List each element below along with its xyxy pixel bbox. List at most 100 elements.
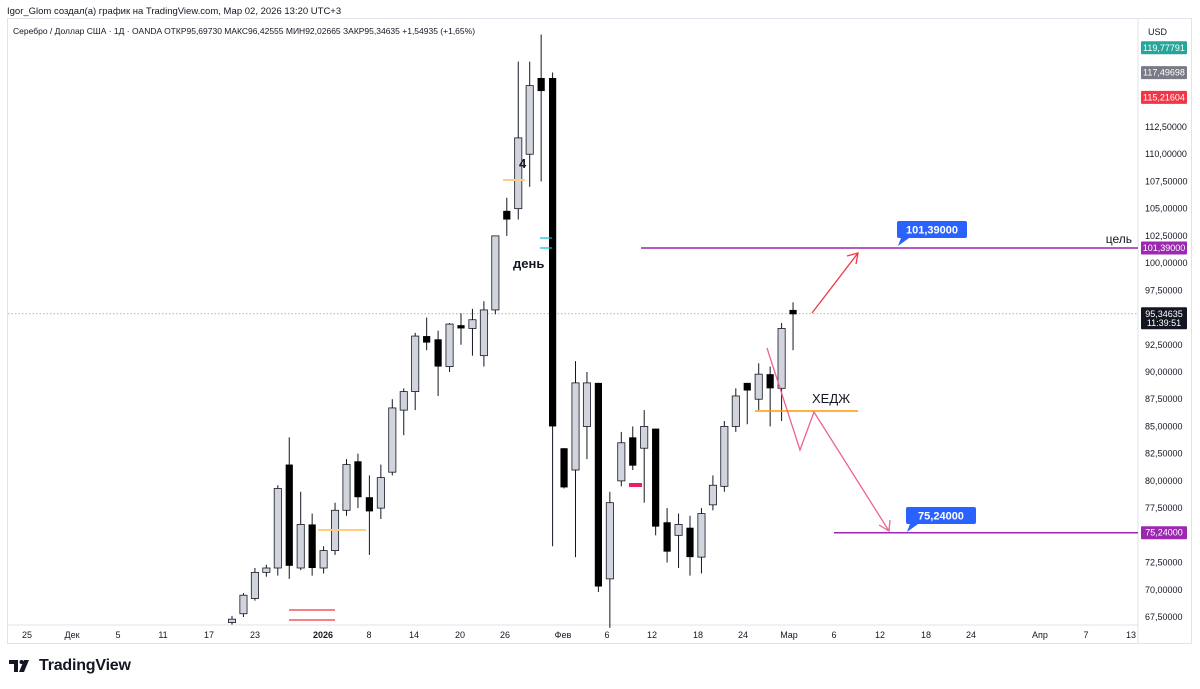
candle: [423, 317, 431, 351]
candle-body: [285, 464, 293, 566]
candle: [582, 372, 591, 460]
price-badge-text: 101,39000: [1143, 243, 1186, 253]
day-word-label: день: [513, 256, 544, 271]
candle-body: [652, 428, 660, 527]
candle-body: [537, 78, 545, 92]
time-tick-label: 17: [204, 630, 214, 640]
candle: [308, 513, 316, 576]
candle-body: [250, 571, 259, 599]
candle-body: [594, 382, 602, 587]
price-tick-label: 67,50000: [1145, 612, 1183, 622]
price-tick-label: 77,50000: [1145, 503, 1183, 513]
price-tick-label: 112,50000: [1145, 122, 1187, 132]
time-tick-label: 20: [455, 630, 465, 640]
candle-body: [457, 325, 465, 329]
candle: [754, 363, 763, 411]
candle-body: [491, 235, 500, 311]
creator-header: Igor_Glom создал(а) график на TradingVie…: [7, 6, 342, 17]
footer-brand: TradingView: [39, 657, 131, 674]
candle: [674, 513, 683, 568]
price-tick-label: 90,00000: [1145, 367, 1183, 377]
time-tick-label: 12: [647, 630, 657, 640]
candle: [617, 431, 626, 487]
candle: [434, 330, 442, 396]
hedge-word-label: ХЕДЖ: [812, 391, 850, 406]
candle-body: [582, 382, 591, 427]
target-callout-lower-box: [906, 507, 976, 524]
tradingview-footer: TradingView: [9, 657, 131, 675]
target-arrow-up: [811, 252, 859, 314]
candle-body: [423, 336, 431, 343]
price-badge: 115,21604: [1141, 90, 1187, 104]
target-arrow-down: [766, 347, 890, 532]
price-tick-label: 92,50000: [1145, 340, 1183, 350]
candle-body: [549, 78, 557, 427]
candle-body: [697, 513, 706, 558]
candle-body: [239, 594, 248, 615]
candle-body: [629, 437, 637, 466]
candle: [354, 453, 362, 509]
candle-body: [411, 335, 420, 393]
price-tick-label: 87,50000: [1145, 394, 1183, 404]
time-tick-label: 5: [115, 630, 120, 640]
candle: [365, 475, 373, 555]
time-tick-label: 18: [693, 630, 703, 640]
candle-body: [663, 522, 671, 552]
price-badge-text: 95,34635: [1145, 309, 1183, 319]
price-badge-box: [1141, 307, 1187, 330]
candle-body: [468, 319, 477, 329]
candle: [743, 382, 751, 425]
candle-body: [754, 373, 763, 400]
price-badge-box: [1141, 241, 1187, 255]
candle-body: [514, 137, 523, 210]
candle-body: [743, 382, 751, 391]
candle: [731, 388, 740, 432]
candle-body: [731, 395, 740, 427]
candle: [708, 475, 717, 511]
candle-body: [354, 461, 362, 498]
price-badge: 75,24000: [1141, 526, 1187, 540]
price-badge-box: [1141, 66, 1187, 80]
candle-body: [273, 488, 282, 569]
time-tick-label: 2026: [313, 630, 333, 640]
time-tick-label: 6: [831, 630, 836, 640]
time-tick-label: 25: [22, 630, 32, 640]
price-badge-text: 115,21604: [1143, 92, 1185, 102]
time-tick-label: 8: [366, 630, 371, 640]
candle: [560, 448, 568, 489]
candle: [525, 61, 534, 187]
target-callout-upper-pointer: [898, 238, 909, 246]
price-tick-label: 70,00000: [1145, 585, 1183, 595]
candle: [285, 437, 293, 579]
price-badge-box: [1141, 526, 1187, 540]
candle: [468, 308, 477, 356]
candle-body: [262, 567, 271, 573]
candle: [479, 301, 488, 367]
candle: [629, 426, 637, 470]
price-tick-label: 72,50000: [1145, 558, 1183, 568]
candle: [720, 421, 729, 492]
candle-body: [376, 477, 385, 509]
tradingview-logo-icon: [9, 660, 29, 672]
candle-body: [605, 502, 614, 580]
candle: [686, 515, 694, 576]
candle: [594, 382, 602, 592]
candle: [514, 61, 523, 220]
price-badge-box: [1141, 90, 1187, 104]
candle: [537, 34, 545, 182]
candle-body: [308, 524, 316, 568]
target-callout-lower-text: 75,24000: [918, 511, 964, 523]
candle: [319, 546, 328, 574]
candle-body: [445, 323, 454, 367]
candle-body: [479, 309, 488, 357]
candle: [789, 302, 797, 351]
candle: [296, 491, 305, 571]
price-badge-text: 117,49698: [1143, 68, 1185, 78]
time-tick-label: 14: [409, 630, 419, 640]
candle: [766, 366, 774, 427]
candle: [250, 568, 259, 601]
price-badge: 101,39000: [1141, 241, 1187, 255]
candle: [503, 197, 511, 236]
time-tick-label: 18: [921, 630, 931, 640]
